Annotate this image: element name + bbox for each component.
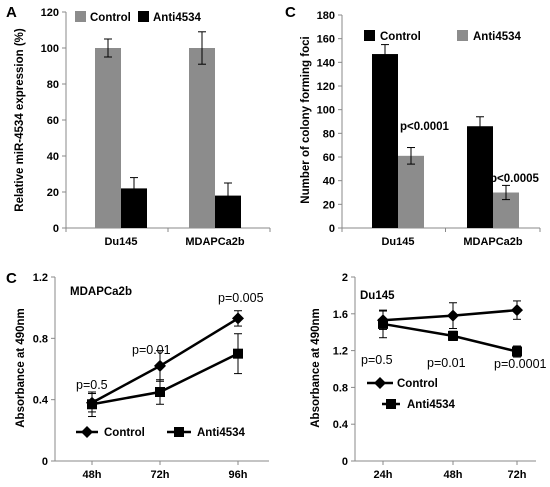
y-tick-label: 0 xyxy=(329,223,335,235)
x-tick-label: 48h xyxy=(83,469,102,481)
legend-label: Anti4534 xyxy=(197,427,246,439)
legend-marker xyxy=(374,377,386,389)
p-value-annotation: p=0.01 xyxy=(132,343,171,357)
data-point xyxy=(511,304,523,317)
y-axis-title: Number of colony forming foci xyxy=(300,36,312,203)
y-tick-label: 120 xyxy=(317,81,335,93)
x-tick-label: 72h xyxy=(151,469,170,481)
y-tick-label: 1.6 xyxy=(333,309,348,321)
y-tick-label: 120 xyxy=(41,7,59,19)
data-point xyxy=(233,348,243,359)
y-tick-label: 0.4 xyxy=(333,419,349,431)
y-tick-label: 0.4 xyxy=(33,395,49,407)
legend-swatch xyxy=(138,11,149,22)
data-point xyxy=(447,309,459,322)
y-tick-label: 60 xyxy=(47,115,59,127)
y-tick-label: 100 xyxy=(317,105,335,117)
bar xyxy=(189,48,215,228)
y-tick-label: 180 xyxy=(317,10,335,22)
bar xyxy=(467,126,493,228)
x-tick-label: 48h xyxy=(444,469,463,481)
x-tick-label: MDAPCa2b xyxy=(463,236,523,248)
p-value-annotation: p=0.0001 xyxy=(494,357,547,371)
y-axis-title: Relative miR-4534 expression (%) xyxy=(14,28,26,212)
y-tick-label: 1.2 xyxy=(33,272,48,284)
x-tick-label: MDAPCa2b xyxy=(185,236,245,248)
p-value-annotation: p=0.5 xyxy=(361,353,393,367)
y-tick-label: 0 xyxy=(53,223,59,235)
y-tick-label: 60 xyxy=(323,152,335,164)
y-tick-label: 40 xyxy=(323,176,335,188)
legend-marker xyxy=(386,399,396,409)
legend-label: Anti4534 xyxy=(473,31,522,43)
y-tick-label: 40 xyxy=(47,151,59,163)
data-point xyxy=(232,312,244,325)
bar xyxy=(398,155,424,228)
p-value-annotation: p<0.0005 xyxy=(490,173,540,185)
y-tick-label: 80 xyxy=(47,79,59,91)
p-value-annotation: p=0.01 xyxy=(427,356,466,370)
panel-letter-c-bottom: C xyxy=(6,270,17,287)
y-tick-label: 160 xyxy=(317,34,335,46)
data-point xyxy=(155,387,165,397)
y-tick-label: 80 xyxy=(323,128,335,140)
legend-label: Anti4534 xyxy=(153,12,202,24)
panel-subtitle: Du145 xyxy=(360,290,395,302)
y-tick-label: 0 xyxy=(342,456,348,468)
p-value-annotation: p=0.5 xyxy=(76,378,108,392)
bar xyxy=(95,48,121,228)
x-tick-label: Du145 xyxy=(104,236,137,248)
panel-letter-c-top: C xyxy=(285,4,296,21)
y-axis-title: Absorbance at 490nm xyxy=(15,308,27,428)
x-tick-label: 24h xyxy=(374,469,393,481)
bar xyxy=(372,54,398,228)
legend-label: Anti4534 xyxy=(407,399,456,411)
y-tick-label: 0.8 xyxy=(33,333,48,345)
legend-marker xyxy=(174,427,184,437)
data-point xyxy=(448,330,458,341)
y-axis-title: Absorbance at 490nm xyxy=(310,308,322,428)
legend-label: Control xyxy=(90,12,131,24)
legend-marker xyxy=(81,426,93,438)
legend-label: Control xyxy=(380,31,421,43)
legend-label: Control xyxy=(397,378,438,390)
y-tick-label: 20 xyxy=(47,187,59,199)
y-tick-label: 0.8 xyxy=(333,382,348,394)
legend-label: Control xyxy=(104,427,145,439)
panel-subtitle: MDAPCa2b xyxy=(70,286,132,298)
legend-swatch xyxy=(364,30,375,41)
panel-letter-a: A xyxy=(6,4,17,21)
data-point xyxy=(87,399,97,410)
data-point xyxy=(512,346,522,357)
y-tick-label: 140 xyxy=(317,57,335,69)
x-tick-label: 96h xyxy=(229,469,248,481)
x-tick-label: Du145 xyxy=(381,236,414,248)
legend-swatch xyxy=(75,11,86,22)
p-value-annotation: p<0.0001 xyxy=(400,121,450,133)
data-point xyxy=(378,318,388,329)
y-tick-label: 2 xyxy=(342,272,348,284)
legend-swatch xyxy=(457,30,468,41)
y-tick-label: 1.2 xyxy=(333,346,348,358)
y-tick-label: 0 xyxy=(42,456,48,468)
data-point xyxy=(154,359,166,372)
p-value-annotation: p=0.005 xyxy=(218,291,264,305)
y-tick-label: 20 xyxy=(323,199,335,211)
y-tick-label: 100 xyxy=(41,43,59,55)
x-tick-label: 72h xyxy=(508,469,527,481)
